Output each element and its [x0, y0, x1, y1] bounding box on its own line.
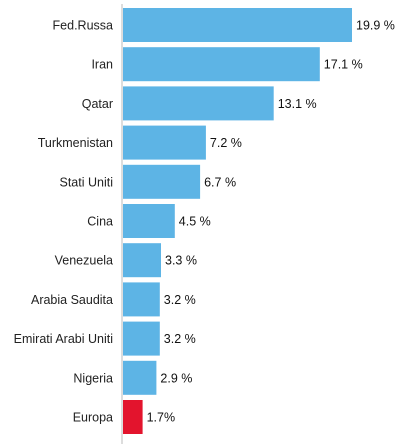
bar-arabia-saudita [123, 282, 160, 317]
value-label: 3.2 % [164, 293, 196, 307]
category-label: Iran [91, 58, 113, 72]
category-label: Fed.Russa [53, 19, 113, 33]
category-label: Europa [73, 411, 113, 425]
bar-fed-russa [123, 8, 352, 42]
value-label: 2.9 % [160, 371, 192, 385]
bar-turkmenistan [123, 125, 206, 160]
category-label: Cina [87, 215, 113, 229]
category-label: Turkmenistan [38, 136, 113, 150]
bars-group: Fed.Russa 19.9 % Iran 17.1 % Qatar 13.1 % Turk… [14, 8, 395, 434]
category-label: Nigeria [73, 371, 113, 385]
bar-cina [123, 204, 175, 238]
value-label: 6.7 % [204, 175, 236, 189]
bar-stati-uniti [123, 164, 201, 199]
value-label: 4.5 % [179, 215, 211, 229]
value-label: 13.1 % [278, 97, 317, 111]
value-label: 19.9 % [356, 19, 395, 33]
bar-europa [123, 400, 143, 434]
value-label: 3.2 % [164, 332, 196, 346]
category-label: Arabia Saudita [31, 293, 113, 307]
bar-venezuela [123, 243, 161, 278]
bar-nigeria [123, 360, 157, 395]
category-label: Venezuela [55, 254, 113, 268]
bar-iran [123, 47, 320, 82]
value-label: 7.2 % [210, 136, 242, 150]
bar-qatar [123, 86, 274, 121]
category-label: Qatar [82, 97, 113, 111]
value-label: 17.1 % [324, 58, 363, 72]
bar-emirati-arabi-uniti [123, 321, 160, 356]
value-label: 3.3 % [165, 254, 197, 268]
category-label: Stati Uniti [60, 175, 114, 189]
category-label: Emirati Arabi Uniti [14, 332, 113, 346]
value-label: 1.7% [147, 411, 176, 425]
